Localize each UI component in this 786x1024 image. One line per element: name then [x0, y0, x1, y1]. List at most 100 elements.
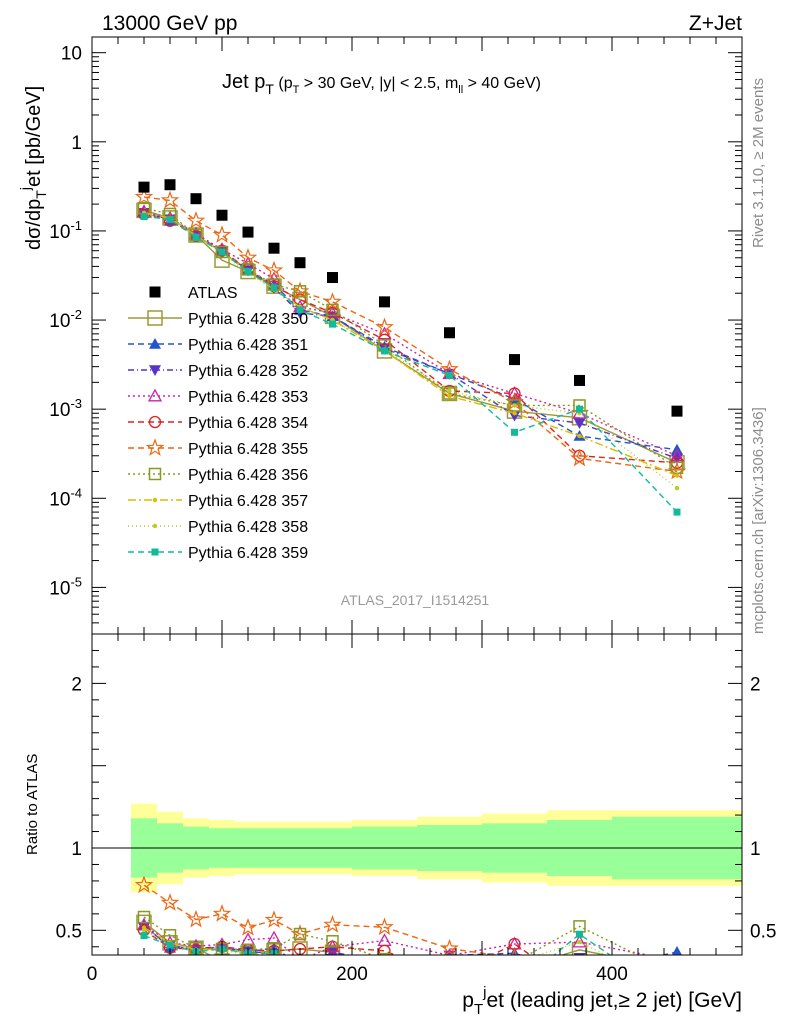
- legend-label: Pythia 6.428 355: [188, 441, 308, 458]
- series-ratio-point: [444, 973, 455, 984]
- rivet-version-label: Rivet 3.1.10, ≥ 2M events: [750, 78, 767, 248]
- series-line: [143, 196, 678, 473]
- series-ratio-point: [137, 910, 151, 924]
- series-ratio-point: [671, 959, 683, 970]
- series-ratio-point: [572, 934, 587, 948]
- series-ratio-point: [675, 979, 679, 983]
- series-point: [512, 403, 517, 408]
- series-ratio-point: [577, 971, 581, 975]
- series-point: [576, 405, 583, 413]
- legend-marker: [152, 497, 158, 503]
- legend-marker: [147, 310, 163, 326]
- series-ratio-point: [329, 960, 336, 967]
- atlas-point: [294, 257, 306, 269]
- ratio-y-tick-label: 2: [71, 674, 82, 695]
- series-point: [218, 248, 226, 256]
- legend-entry-351: Pythia 6.428 351: [128, 337, 308, 354]
- series-ratio-point: [443, 971, 457, 985]
- series-point: [134, 187, 154, 205]
- series-point: [674, 473, 680, 478]
- legend-atlas-label: ATLAS: [188, 285, 238, 302]
- y-tick-base: 10: [49, 489, 70, 510]
- atlas-point: [216, 209, 228, 221]
- series-point: [674, 485, 680, 491]
- series-point: [323, 292, 342, 310]
- series-point: [573, 418, 586, 429]
- y-tick-label: 10: [61, 44, 82, 65]
- series-ratio-point: [379, 955, 391, 966]
- series-point: [140, 213, 148, 221]
- series-ratio-point: [378, 959, 392, 973]
- series-ratio-point: [375, 917, 394, 936]
- series-ratio-point: [382, 964, 386, 968]
- series-ratio-point: [140, 932, 148, 940]
- series-ratio-point: [166, 941, 174, 949]
- legend-entry-357: Pythia 6.428 357: [128, 493, 308, 510]
- legend-label: Pythia 6.428 358: [188, 519, 308, 536]
- series-ratio-point: [576, 930, 583, 938]
- y-tick-exp: -2: [70, 307, 82, 322]
- header-energy-label: 13000 GeV pp: [102, 12, 237, 35]
- series-point: [381, 347, 388, 355]
- y-tick-exp: -3: [70, 396, 82, 411]
- series-point: [212, 225, 232, 243]
- series-point: [511, 428, 518, 436]
- series-ratio-point: [676, 953, 678, 955]
- atlas-point: [574, 374, 585, 386]
- series-ratio-point: [669, 970, 684, 984]
- y-tick-base: 10: [49, 222, 70, 243]
- series-ratio-point: [186, 909, 206, 928]
- series-point: [215, 245, 229, 259]
- series-ratio-point: [573, 952, 586, 955]
- series-point: [270, 284, 278, 292]
- legend-entry-atlas: ATLAS: [149, 285, 238, 302]
- series-ratio-point: [670, 962, 684, 976]
- legend-label: Pythia 6.428 359: [188, 545, 308, 562]
- series-355-main: [134, 187, 687, 480]
- x-tick-label: 200: [336, 964, 368, 985]
- mcplots-label: mcplots.cern.ch [arXiv:1306.3436]: [750, 407, 767, 634]
- atlas-point: [138, 181, 150, 193]
- y-tick-label: 1: [71, 133, 82, 154]
- legend-marker: [148, 467, 162, 481]
- series-ratio-point: [141, 928, 147, 933]
- legend-marker: [148, 415, 162, 429]
- series-point: [166, 215, 174, 223]
- mc-series-main: [134, 187, 687, 516]
- series-ratio-point: [378, 952, 391, 955]
- series-ratio-point: [298, 958, 302, 962]
- y-tick-label: 10-3: [49, 396, 82, 421]
- y-tick-base: 10: [49, 311, 70, 332]
- series-ratio-point: [512, 969, 516, 973]
- atlas-point: [379, 296, 390, 308]
- series-point: [329, 320, 336, 328]
- legend: ATLAS Pythia 6.428 350 Pythia 6.428 351 Pyt…: [128, 285, 308, 562]
- analysis-id-label: ATLAS_2017_I1514251: [341, 592, 490, 608]
- legend-label: Pythia 6.428 351: [188, 337, 308, 354]
- ratio-y-tick-label-right: 1: [750, 839, 761, 860]
- legend-marker: [151, 548, 159, 556]
- series-ratio-point: [509, 957, 520, 968]
- series-point: [244, 268, 252, 276]
- series-point: [508, 387, 521, 400]
- series-point: [441, 385, 458, 402]
- atlas-data-points: [138, 179, 683, 417]
- series-ratio-point: [381, 963, 388, 970]
- legend-entry-352: Pythia 6.428 352: [128, 363, 308, 380]
- legend-label: Pythia 6.428 350: [188, 311, 308, 328]
- series-point: [375, 317, 394, 336]
- atlas-point: [164, 179, 176, 191]
- legend-marker: [152, 523, 158, 529]
- series-point: [163, 214, 177, 227]
- series-ratio-point: [298, 958, 302, 962]
- series-point: [447, 393, 452, 399]
- series-ratio-point: [379, 958, 391, 969]
- legend-entry-353: Pythia 6.428 353: [128, 388, 308, 406]
- series-ratio-point: [212, 903, 232, 922]
- series-point: [512, 411, 517, 416]
- series-ratio-point: [672, 969, 683, 980]
- series-point: [508, 399, 521, 412]
- y-tick-label: 10-5: [49, 574, 82, 599]
